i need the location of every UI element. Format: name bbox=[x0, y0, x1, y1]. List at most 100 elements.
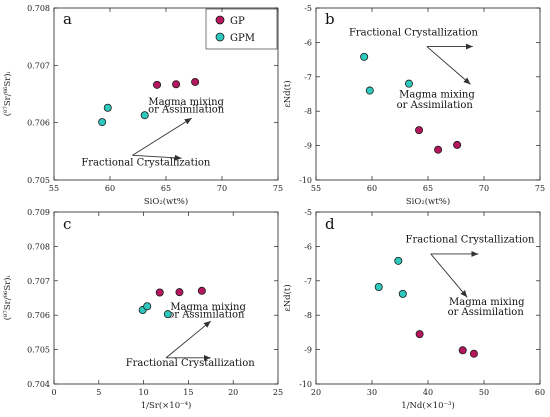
annotation-text: Fractional Crystallization bbox=[406, 234, 536, 245]
y-tick-label: 0.708 bbox=[27, 4, 50, 13]
panel-c: c 1/Sr(×10⁻⁴) (⁸⁷Sr/⁸⁶Sr)ᵢ 0 5 10 15 20 25 0.7… bbox=[2, 208, 283, 411]
data-point-gpm bbox=[103, 103, 112, 112]
x-tick-label: 65 bbox=[161, 184, 171, 193]
annotation-text: Magma mixing bbox=[148, 97, 224, 108]
data-point-gp bbox=[155, 288, 164, 297]
x-tick-label: 50 bbox=[479, 388, 489, 397]
x-tick-label: 0 bbox=[51, 388, 56, 397]
trend-arrow bbox=[430, 253, 468, 298]
x-tick-label: 75 bbox=[535, 184, 545, 193]
data-point-gpm bbox=[140, 111, 149, 120]
annotation-text: Fractional Crystallization bbox=[81, 158, 211, 169]
x-tick-label: 65 bbox=[423, 184, 433, 193]
x-tick-label: 70 bbox=[479, 184, 489, 193]
panel-label: b bbox=[325, 10, 335, 28]
data-point-gp bbox=[434, 145, 443, 154]
annotation-text: or Assimilation bbox=[148, 104, 225, 115]
data-point-gpm bbox=[398, 289, 407, 298]
x-tick-label: 10 bbox=[139, 388, 149, 397]
y-tick-label: -7 bbox=[304, 73, 312, 82]
data-point-gp bbox=[153, 80, 162, 89]
x-tick-label: 15 bbox=[183, 388, 193, 397]
data-point-gpm bbox=[360, 52, 369, 61]
trend-arrow bbox=[132, 154, 182, 161]
annotation-text: Fractional Crystallization bbox=[349, 28, 479, 39]
data-point-gpm bbox=[365, 86, 374, 95]
annotation-text: Magma mixing bbox=[170, 302, 246, 313]
x-tick-label: 70 bbox=[217, 184, 227, 193]
y-tick-label: -5 bbox=[304, 4, 312, 13]
y-axis-label: (⁸⁷Sr/⁸⁶Sr)ᵢ bbox=[2, 275, 13, 320]
data-point-gpm bbox=[374, 282, 383, 291]
x-tick-label: 20 bbox=[228, 388, 238, 397]
x-tick-label: 20 bbox=[311, 388, 321, 397]
y-tick-label: 0.704 bbox=[27, 380, 50, 389]
y-tick-label: -7 bbox=[304, 277, 312, 286]
trend-arrow bbox=[165, 320, 212, 359]
panel-label: d bbox=[325, 215, 335, 233]
legend-label-gpm: GPM bbox=[230, 33, 255, 44]
data-point-gpm bbox=[98, 118, 107, 127]
legend: GP GPM bbox=[205, 8, 278, 50]
panel-label: c bbox=[63, 215, 71, 233]
y-tick-label: 0.707 bbox=[27, 61, 50, 70]
y-tick-label: -6 bbox=[304, 242, 312, 251]
data-point-gp bbox=[415, 330, 424, 339]
y-tick-label: -9 bbox=[304, 346, 312, 355]
data-point-gp bbox=[458, 346, 467, 355]
legend-marker-gpm bbox=[215, 32, 225, 42]
y-tick-label: 0.708 bbox=[27, 242, 50, 251]
x-tick-label: 60 bbox=[535, 388, 545, 397]
annotation-text: Fractional Crystallization bbox=[126, 358, 256, 369]
y-tick-label: -8 bbox=[304, 107, 312, 116]
legend-label-gp: GP bbox=[230, 16, 245, 27]
x-tick-label: 55 bbox=[311, 184, 321, 193]
panel-b: b SiO₂(wt%) εNd(t) 55 60 65 70 75 -10 -9 -8 -7 -6… bbox=[282, 4, 545, 207]
x-tick-label: 75 bbox=[273, 184, 283, 193]
panel-label: a bbox=[63, 10, 72, 28]
x-axis-label: 1/Nd(×10⁻³) bbox=[401, 400, 455, 411]
x-axis-label: 1/Sr(×10⁻⁴) bbox=[141, 400, 192, 411]
y-tick-label: -5 bbox=[304, 208, 312, 217]
x-axis-label: SiO₂(wt%) bbox=[144, 196, 188, 207]
data-point-gp bbox=[453, 140, 462, 149]
data-point-gp bbox=[175, 288, 184, 297]
y-tick-label: -10 bbox=[299, 380, 312, 389]
plot-frame bbox=[53, 211, 279, 385]
trend-arrow bbox=[426, 46, 471, 85]
data-point-gp bbox=[415, 126, 424, 135]
y-tick-label: 0.705 bbox=[27, 176, 50, 185]
legend-box bbox=[205, 8, 278, 50]
annotation-text: or Assimilation bbox=[168, 309, 245, 320]
x-tick-label: 25 bbox=[273, 388, 283, 397]
x-tick-label: 30 bbox=[367, 388, 377, 397]
data-point-gp bbox=[172, 80, 181, 89]
y-tick-label: -6 bbox=[304, 38, 312, 47]
x-tick-label: 55 bbox=[49, 184, 59, 193]
annotation-text: or Assimilation bbox=[397, 100, 474, 111]
annotation-text: or Assimilation bbox=[448, 307, 525, 318]
y-tick-label: -10 bbox=[299, 176, 312, 185]
data-point-gp bbox=[469, 349, 478, 358]
annotation-text: Magma mixing bbox=[399, 89, 475, 100]
data-point-gpm bbox=[163, 310, 172, 319]
x-tick-label: 40 bbox=[423, 388, 433, 397]
data-point-gpm bbox=[394, 256, 403, 265]
legend-marker-gp bbox=[215, 15, 225, 25]
y-axis-label: εNd(t) bbox=[282, 284, 293, 311]
data-point-gpm bbox=[143, 302, 152, 311]
data-point-gp bbox=[191, 77, 200, 86]
y-tick-label: 0.707 bbox=[27, 277, 50, 286]
panel-a: a SiO₂(wt%) (⁸⁷Sr/⁸⁶Sr)ᵢ GP GPM 55 60 65 70… bbox=[2, 4, 283, 207]
y-tick-label: -8 bbox=[304, 311, 312, 320]
annotation-text: Magma mixing bbox=[449, 297, 525, 308]
x-tick-label: 60 bbox=[105, 184, 115, 193]
panel-d: d 1/Nd(×10⁻³) εNd(t) 20 30 40 50 60 -10 -9 -8 -7… bbox=[282, 208, 545, 411]
data-point-gp bbox=[197, 286, 206, 295]
y-axis-label: (⁸⁷Sr/⁸⁶Sr)ᵢ bbox=[2, 71, 13, 116]
x-tick-label: 60 bbox=[367, 184, 377, 193]
y-tick-label: 0.709 bbox=[27, 208, 50, 217]
data-point-gpm bbox=[404, 79, 413, 88]
y-tick-label: -9 bbox=[304, 142, 312, 151]
